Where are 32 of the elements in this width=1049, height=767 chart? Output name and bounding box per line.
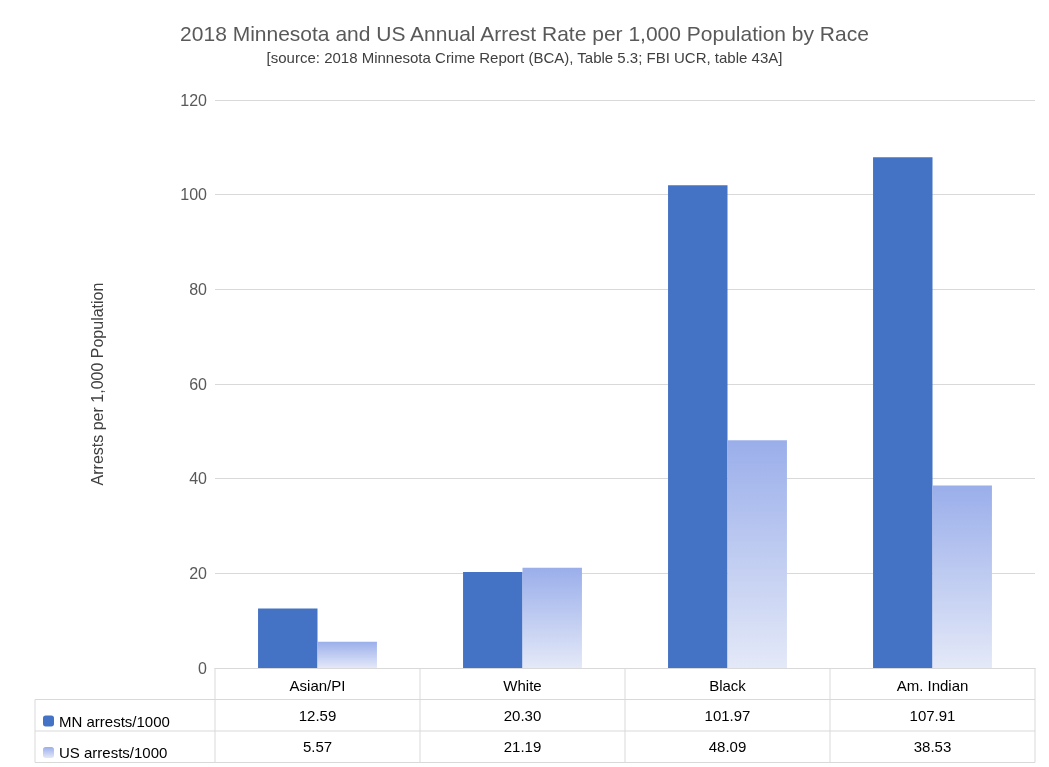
legend-label: MN arrests/1000 [59,712,170,730]
x-tick-label: Asian/PI [289,677,346,694]
bar [317,641,377,668]
bar [873,157,933,668]
data-label: 12.59 [298,706,337,724]
bar [668,185,728,668]
x-tick-label: Am. Indian [896,677,969,694]
bar [463,571,523,668]
x-tick-label: White [503,677,542,694]
data-label: 107.91 [909,706,956,724]
data-label: 101.97 [704,706,751,724]
bar [258,608,318,668]
bar [522,567,582,668]
y-tick-label: 40 [189,470,208,488]
data-label: 38.53 [913,738,952,756]
y-tick-label: 20 [189,564,208,582]
bar [932,485,992,668]
y-tick-label: 60 [189,375,208,393]
x-tick-label: Black [709,677,747,694]
y-tick-label: 100 [180,186,208,204]
data-label: 5.57 [302,738,333,756]
y-tick-label: 0 [198,659,208,677]
y-axis-title: Arrests per 1,000 Population [88,282,106,486]
data-label: 20.30 [503,706,542,724]
y-tick-label: 80 [189,280,208,298]
chart-subtitle: [source: 2018 Minnesota Crime Report (BCA), Table 5.3; FBI UCR, table 43A] [266,49,783,66]
data-label: 21.19 [503,738,542,756]
data-label: 48.09 [708,738,747,756]
y-tick-label: 120 [180,91,208,109]
legend-label: US arrests/1000 [59,744,168,761]
bar [727,440,787,668]
chart-title: 2018 Minnesota and US Annual Arrest Rate per 1,000 Population by Race [180,22,869,45]
